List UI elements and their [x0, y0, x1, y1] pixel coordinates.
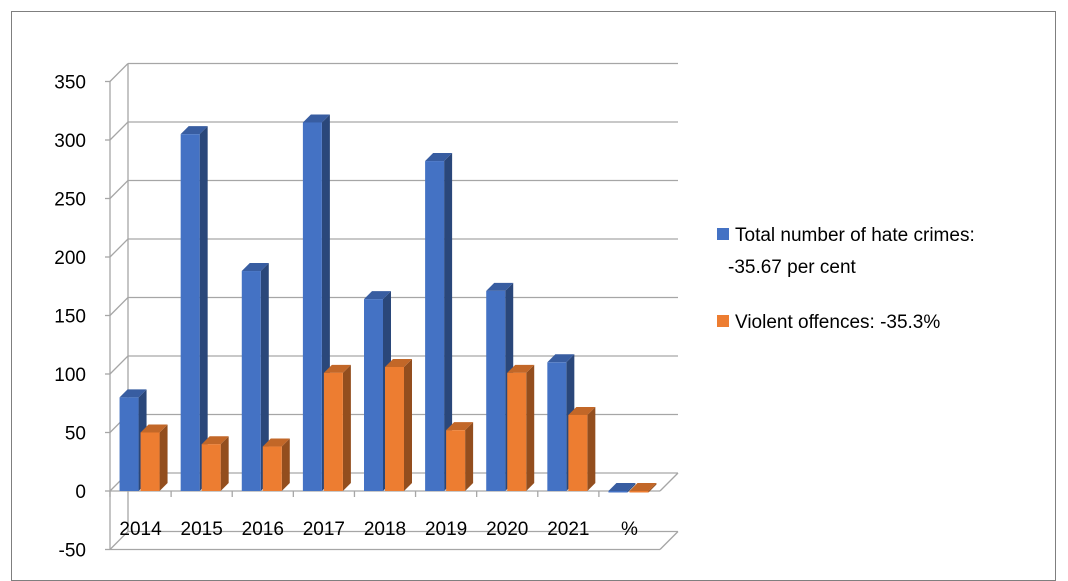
x-tick-label: 2015	[181, 519, 223, 540]
y-tick-label: 350	[54, 73, 86, 94]
x-tick-label: 2014	[119, 519, 162, 540]
gridline-depth-2	[109, 180, 129, 199]
y-tick-label: 150	[54, 307, 86, 328]
legend: Total number of hate crimes: -35.67 per c…	[717, 225, 975, 333]
bar-violent-%	[629, 483, 657, 493]
bar-violent-2020	[507, 364, 535, 491]
gridline-depth-8	[109, 531, 129, 550]
bar-violent-2017	[323, 364, 351, 491]
y-tick-label: 100	[54, 365, 86, 386]
legend-swatch	[717, 315, 729, 327]
gridline-depth-0	[109, 63, 129, 82]
bar-total-2016	[241, 263, 269, 491]
x-tick-label: 2017	[303, 519, 345, 540]
bar-violent-2015	[201, 436, 229, 491]
y-tick-label: 0	[75, 482, 86, 503]
y-axis-tick-labels: 350 300 250 200 150 100 50 0 -50	[54, 73, 86, 562]
bar-violent-2014	[140, 424, 168, 491]
legend-swatch	[717, 228, 729, 240]
bar-violent-2016	[262, 438, 290, 491]
bar-total-2015	[180, 126, 208, 492]
bottom-right-edge	[659, 531, 679, 550]
gridline-depth-5	[109, 355, 129, 375]
x-tick-label: 2020	[486, 519, 528, 540]
x-tick-label: 2019	[425, 519, 467, 540]
gridline-depth-1	[109, 121, 129, 141]
bar-total-2019	[425, 153, 453, 491]
x-axis-tick-labels: 2014 2015 2016 2017 2018 2019 2020 2021%	[119, 519, 638, 540]
x-tick-label: 2016	[242, 519, 284, 540]
bar-total-%	[608, 483, 636, 493]
y-tick-label: 200	[54, 248, 86, 269]
y-tick-label: 250	[54, 190, 86, 211]
y-tick-label: 300	[54, 131, 86, 152]
bar-violent-2019	[446, 422, 474, 491]
legend-item-total-hate-crimes: Total number of hate crimes: -35.67 per c…	[717, 225, 975, 278]
floor-right-edge	[659, 472, 679, 492]
y-tick-label: 50	[65, 424, 86, 445]
x-tick-label: 2018	[364, 519, 406, 540]
bar-violent-2018	[385, 358, 412, 491]
legend-label: Total number of hate crimes:	[735, 225, 975, 246]
y-tick-label: -50	[59, 541, 86, 562]
legend-item-violent-offences: Violent offences: -35.3%	[717, 312, 940, 333]
gridline-depth-4	[109, 297, 129, 316]
legend-label: Violent offences: -35.3%	[735, 312, 940, 333]
x-tick-label: 2021	[547, 519, 589, 540]
legend-label: -35.67 per cent	[728, 257, 857, 278]
gridline-depth-3	[109, 238, 129, 258]
bar-violent-2021	[568, 406, 596, 491]
bars	[119, 114, 657, 493]
x-tick-label: %	[621, 519, 638, 540]
